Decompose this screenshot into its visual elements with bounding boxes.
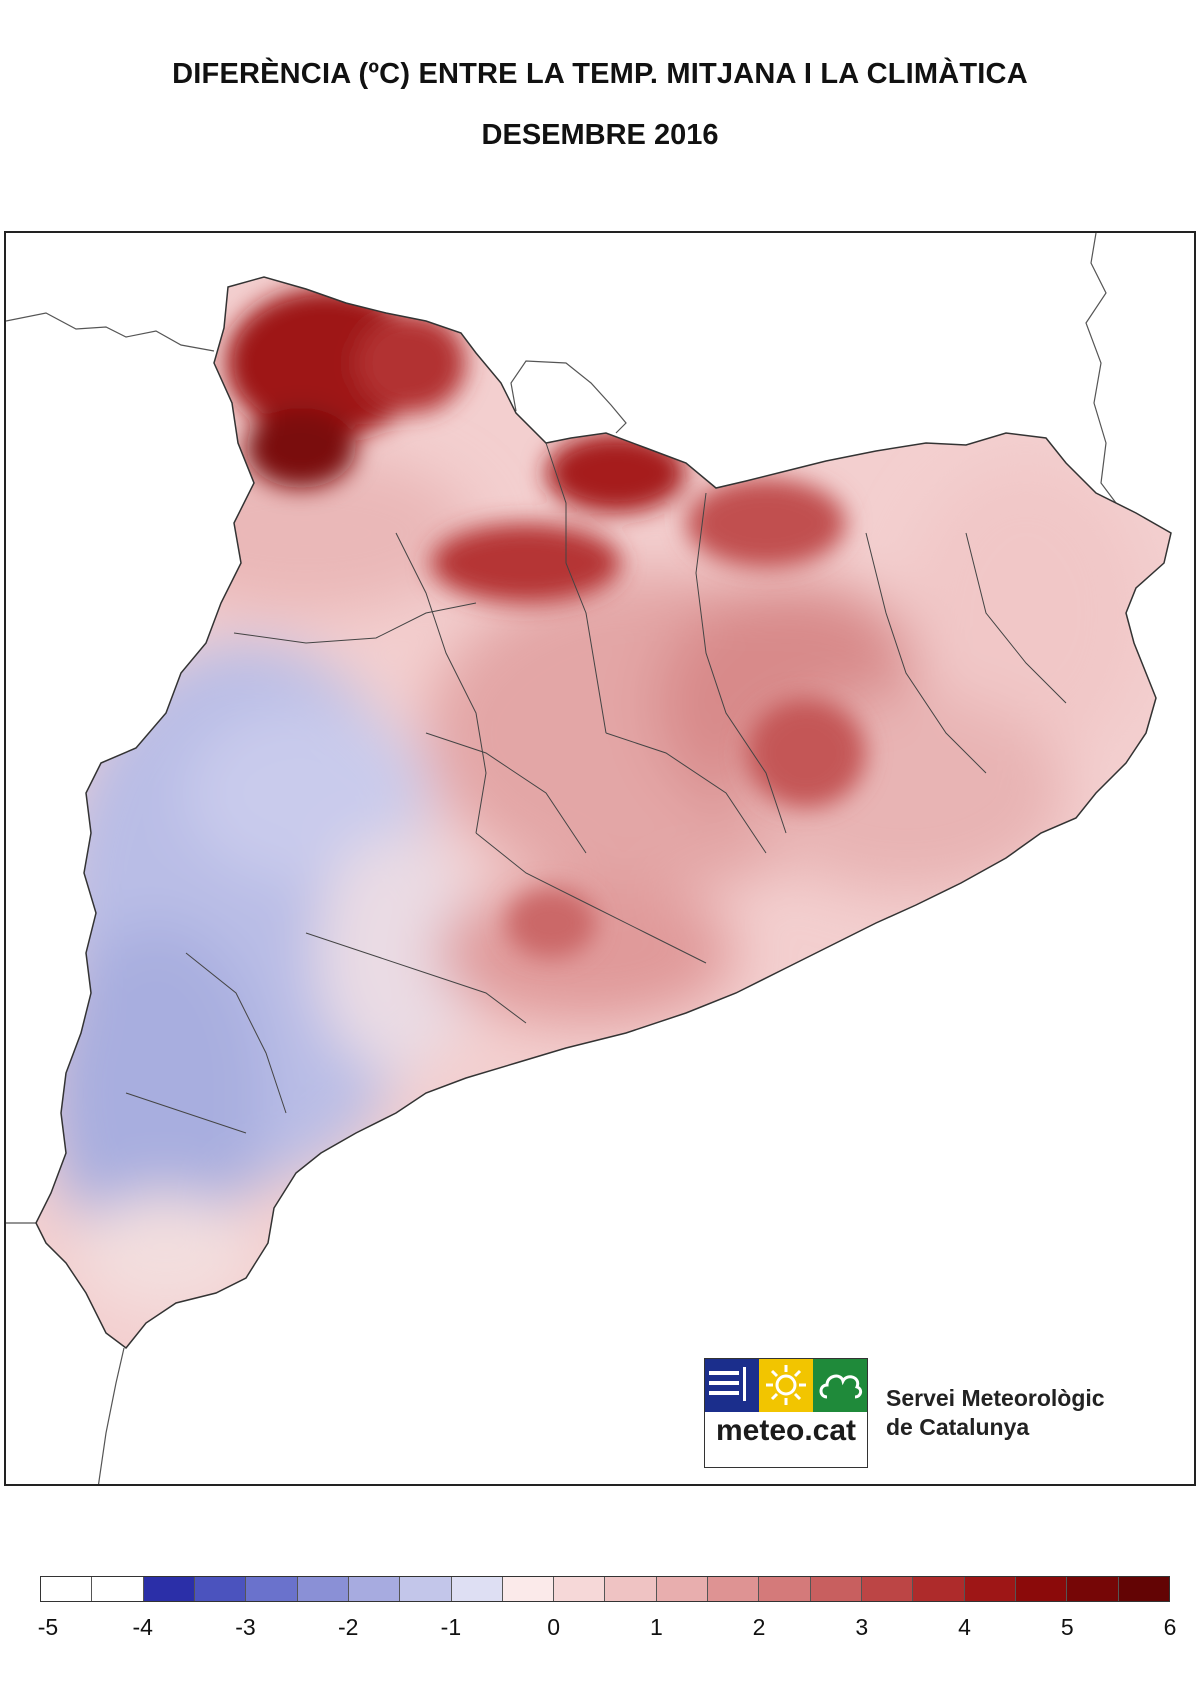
map-frame — [4, 231, 1196, 1486]
agency-line-2: de Catalunya — [886, 1414, 1030, 1440]
logo-text: meteo.cat — [715, 1414, 857, 1447]
temperature-anomaly-field — [36, 277, 1171, 1348]
sun-icon — [759, 1359, 813, 1412]
agency-line-1: Servei Meteorològic — [886, 1385, 1105, 1411]
map-title: DIFERÈNCIA (ºC) ENTRE LA TEMP. MITJANA I… — [0, 58, 1200, 152]
legend-tick-label: 3 — [855, 1614, 869, 1640]
legend-swatch — [1067, 1577, 1119, 1601]
legend-swatch — [297, 1577, 349, 1601]
legend-swatch — [451, 1577, 503, 1601]
legend-swatch — [964, 1577, 1016, 1601]
legend-swatch — [810, 1577, 862, 1601]
legend-swatch — [1118, 1577, 1169, 1601]
legend-tick-label: -5 — [37, 1614, 59, 1640]
legend-tick-label: -3 — [235, 1614, 256, 1640]
legend-swatch — [194, 1577, 247, 1601]
legend-swatch — [656, 1577, 709, 1601]
agency-name: Servei Meteorològic de Catalunya — [886, 1384, 1105, 1442]
legend-swatch — [605, 1577, 657, 1601]
legend-swatch — [41, 1577, 93, 1601]
catalonia-temperature-map — [6, 233, 1172, 1484]
legend-swatch — [913, 1577, 965, 1601]
legend-swatch — [502, 1577, 555, 1601]
legend-tick-label: 2 — [752, 1614, 766, 1640]
legend-swatch — [348, 1577, 401, 1601]
legend-swatch — [92, 1577, 144, 1601]
neighbor-borders — [6, 233, 1117, 1484]
catalonia-coastline — [35, 276, 1172, 1350]
legend-swatch — [143, 1577, 195, 1601]
legend-tick-label: -1 — [440, 1614, 462, 1640]
bars-icon — [705, 1359, 759, 1412]
legend-tick-label: -4 — [132, 1614, 153, 1640]
legend-tick-label: 4 — [958, 1614, 971, 1640]
legend-swatch — [400, 1577, 452, 1601]
cloud-icon — [813, 1359, 867, 1412]
legend-swatch — [862, 1577, 914, 1601]
meteocat-logo: meteo.cat — [704, 1358, 868, 1468]
legend-tick-label: 6 — [1163, 1614, 1177, 1640]
title-line-1: DIFERÈNCIA (ºC) ENTRE LA TEMP. MITJANA I… — [172, 58, 1028, 90]
legend-tick-label: 1 — [649, 1614, 663, 1640]
legend-tick-label: 0 — [547, 1614, 561, 1640]
title-line-2: DESEMBRE 2016 — [481, 119, 719, 151]
legend-swatch — [246, 1577, 298, 1601]
county-boundaries — [125, 442, 1067, 1134]
legend-swatch — [708, 1577, 760, 1601]
color-legend — [40, 1576, 1170, 1602]
legend-swatch — [1015, 1577, 1068, 1601]
legend-swatch — [554, 1577, 606, 1601]
legend-tick-label: -2 — [337, 1614, 359, 1640]
legend-tick-label: 5 — [1060, 1614, 1074, 1640]
legend-swatch — [759, 1577, 811, 1601]
